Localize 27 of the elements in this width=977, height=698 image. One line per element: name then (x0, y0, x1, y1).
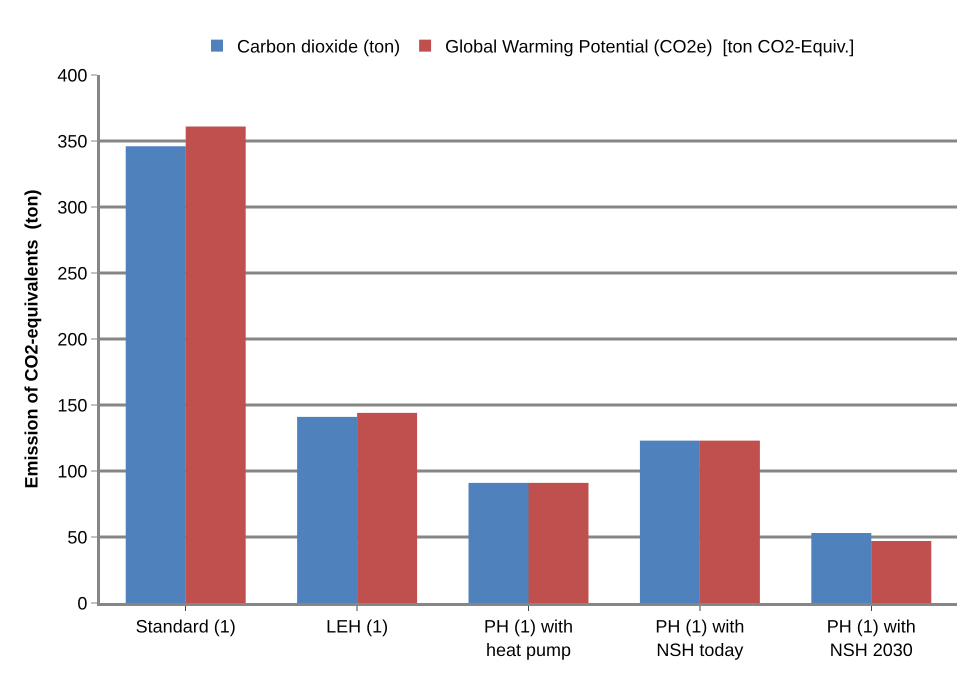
bar (811, 533, 872, 603)
x-tick-label: PH (1) with heat pump (484, 616, 574, 660)
y-tick-label: 350 (57, 131, 88, 152)
x-tick-label: PH (1) with NSH today (655, 616, 744, 660)
bar (297, 416, 358, 603)
y-tick-label: 100 (57, 461, 88, 482)
y-tick-label: 200 (57, 329, 88, 350)
legend-label: Global Warming Potential (CO2e) [ton CO2-Equiv.] (445, 36, 854, 57)
y-tick-label: 150 (57, 395, 88, 416)
bar (528, 482, 588, 603)
y-tick-label: 250 (57, 263, 88, 284)
y-tick-label: 300 (57, 197, 88, 218)
bar (700, 440, 760, 603)
bar (468, 482, 528, 603)
x-tick-label: PH (1) with NSH 2030 (826, 616, 916, 660)
bar (640, 440, 700, 603)
bar (186, 126, 246, 603)
x-tick-label: LEH (1) (326, 616, 388, 637)
bar (357, 412, 418, 603)
y-tick-label: 0 (77, 593, 88, 614)
bar (871, 540, 932, 603)
legend-label: Carbon dioxide (ton) (237, 36, 400, 57)
bar (126, 146, 186, 603)
y-tick-label: 400 (57, 65, 88, 86)
y-axis-title: Emission of CO2-equivalents (ton) (22, 189, 42, 489)
x-tick-label: Standard (1) (136, 616, 236, 637)
y-tick-label: 50 (67, 527, 88, 548)
